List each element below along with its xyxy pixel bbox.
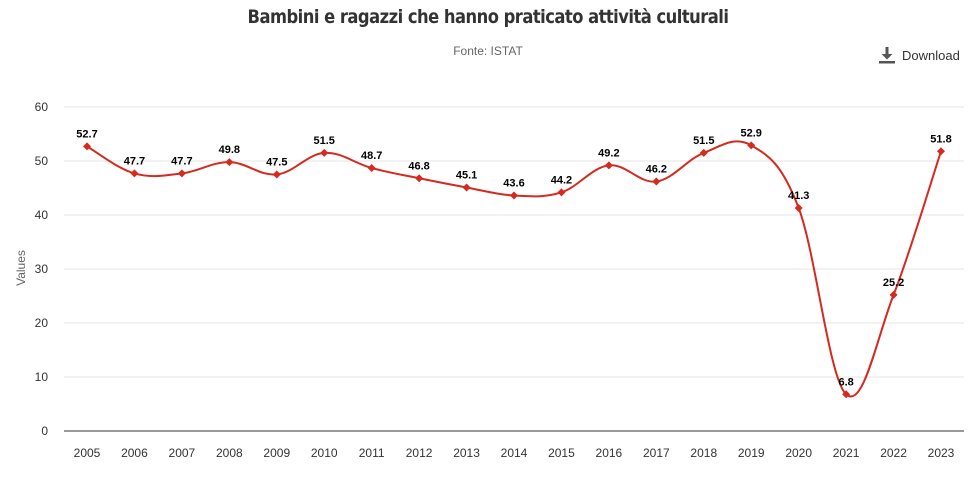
x-tick-label: 2022 — [880, 446, 907, 460]
y-tick-label: 20 — [35, 316, 49, 330]
data-label: 47.7 — [124, 155, 145, 167]
data-label: 52.7 — [76, 128, 97, 140]
data-point — [510, 191, 518, 200]
data-label: 51.8 — [930, 133, 951, 145]
data-point — [794, 203, 803, 212]
x-tick-label: 2023 — [928, 446, 955, 460]
data-point — [699, 148, 708, 157]
y-axis-title: Values — [14, 250, 28, 286]
data-label: 47.5 — [266, 157, 287, 169]
data-label: 51.5 — [693, 135, 714, 147]
data-point — [225, 158, 234, 167]
data-label: 48.7 — [361, 150, 382, 162]
x-tick-label: 2017 — [643, 446, 670, 460]
x-axis-ticks: 2005 2006 2007 2008 2009 2010 2011 2012 2013 2014… — [74, 446, 955, 460]
y-tick-label: 40 — [35, 208, 49, 222]
data-point — [842, 390, 851, 399]
data-point — [130, 169, 139, 178]
data-label: 52.9 — [741, 127, 762, 139]
x-tick-label: 2021 — [833, 446, 860, 460]
data-point — [747, 141, 756, 150]
data-label: 25.2 — [883, 277, 904, 289]
x-tick-label: 2007 — [169, 446, 196, 460]
data-point — [272, 170, 281, 179]
x-tick-label: 2015 — [548, 446, 575, 460]
data-label: 45.1 — [456, 169, 477, 181]
data-point — [177, 169, 186, 178]
data-label: 6.8 — [838, 376, 853, 388]
chart-title: Bambini e ragazzi che hanno praticato at… — [247, 6, 729, 28]
x-tick-label: 2013 — [453, 446, 480, 460]
data-label: 47.7 — [171, 155, 192, 167]
download-label: Download — [902, 47, 960, 63]
data-label: 44.2 — [551, 174, 572, 186]
y-tick-label: 60 — [35, 100, 49, 114]
series-markers — [83, 141, 945, 399]
y-tick-label: 50 — [35, 154, 49, 168]
data-point — [557, 188, 566, 197]
data-point — [937, 147, 945, 156]
x-tick-label: 2016 — [596, 446, 623, 460]
x-tick-label: 2012 — [406, 446, 433, 460]
data-labels: 52.7 47.7 47.7 49.8 47.5 51.5 48.7 46.8 45.1 43.6… — [76, 127, 951, 388]
data-point — [604, 161, 613, 170]
data-label: 51.5 — [314, 135, 335, 147]
grid-lines — [64, 106, 964, 378]
data-label: 43.6 — [503, 178, 524, 190]
y-axis-ticks: 0 10 20 30 40 50 60 — [35, 100, 49, 438]
download-icon — [879, 47, 895, 64]
x-tick-label: 2019 — [738, 446, 765, 460]
x-tick-label: 2005 — [74, 446, 101, 460]
x-tick-label: 2006 — [121, 446, 148, 460]
x-tick-label: 2014 — [501, 446, 528, 460]
data-label: 41.3 — [788, 190, 809, 202]
data-point — [367, 164, 376, 173]
data-point — [652, 177, 661, 186]
data-point — [462, 183, 471, 192]
y-tick-label: 10 — [35, 370, 49, 384]
data-point — [320, 148, 329, 157]
x-tick-label: 2008 — [216, 446, 243, 460]
data-label: 49.8 — [219, 144, 240, 156]
x-tick-label: 2009 — [263, 446, 290, 460]
data-label: 46.2 — [646, 164, 667, 176]
data-label: 49.2 — [598, 147, 619, 159]
chart-subtitle: Fonte: ISTAT — [453, 44, 523, 58]
y-tick-label: 30 — [35, 262, 49, 276]
x-tick-label: 2018 — [690, 446, 717, 460]
data-point — [415, 174, 424, 183]
data-point — [889, 290, 898, 299]
x-tick-label: 2011 — [359, 446, 385, 460]
data-point — [83, 142, 91, 151]
x-tick-label: 2010 — [311, 446, 338, 460]
download-button[interactable]: Download — [878, 46, 960, 64]
data-label: 46.8 — [408, 160, 429, 172]
x-tick-label: 2020 — [785, 446, 812, 460]
y-tick-label: 0 — [41, 424, 48, 438]
